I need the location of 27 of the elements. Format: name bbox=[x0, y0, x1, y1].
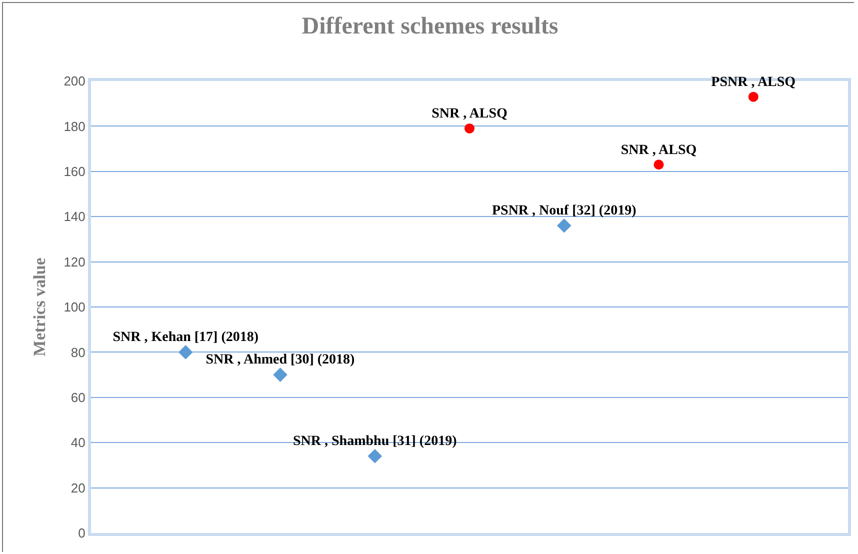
data-label: SNR , ALSQ bbox=[620, 142, 697, 158]
data-label: SNR , Ahmed [30] (2018) bbox=[206, 352, 356, 368]
y-tick-label: 60 bbox=[70, 390, 86, 405]
y-tick-label: 0 bbox=[78, 526, 86, 541]
data-label: SNR , ALSQ bbox=[432, 106, 508, 122]
data-label: SNR , Kehan [17] (2018) bbox=[112, 330, 259, 345]
y-axis-title: Metrics value bbox=[30, 257, 50, 356]
data-label: PSNR , ALSQ bbox=[711, 75, 796, 90]
y-tick-label: 180 bbox=[64, 118, 86, 134]
y-tick-label: 200 bbox=[64, 74, 86, 89]
y-tick-label: 120 bbox=[64, 254, 86, 270]
point bbox=[654, 160, 664, 170]
data-label: PSNR , Nouf [32] (2019) bbox=[492, 203, 637, 218]
chart-title: Different schemes results bbox=[302, 14, 558, 40]
point bbox=[556, 218, 572, 233]
point bbox=[748, 92, 758, 102]
point bbox=[368, 449, 382, 464]
y-tick-label: 80 bbox=[70, 344, 86, 360]
y-tick-label: 20 bbox=[70, 480, 86, 496]
y-tick-label: 40 bbox=[70, 435, 86, 450]
y-tick-label: 100 bbox=[64, 300, 86, 315]
y-tick-label: 160 bbox=[64, 164, 86, 179]
y-tick-label: 140 bbox=[64, 209, 86, 224]
data-label: SNR , Shambhu [31] (2019) bbox=[293, 434, 458, 449]
point bbox=[273, 368, 288, 382]
point bbox=[464, 123, 474, 134]
point bbox=[178, 345, 193, 360]
